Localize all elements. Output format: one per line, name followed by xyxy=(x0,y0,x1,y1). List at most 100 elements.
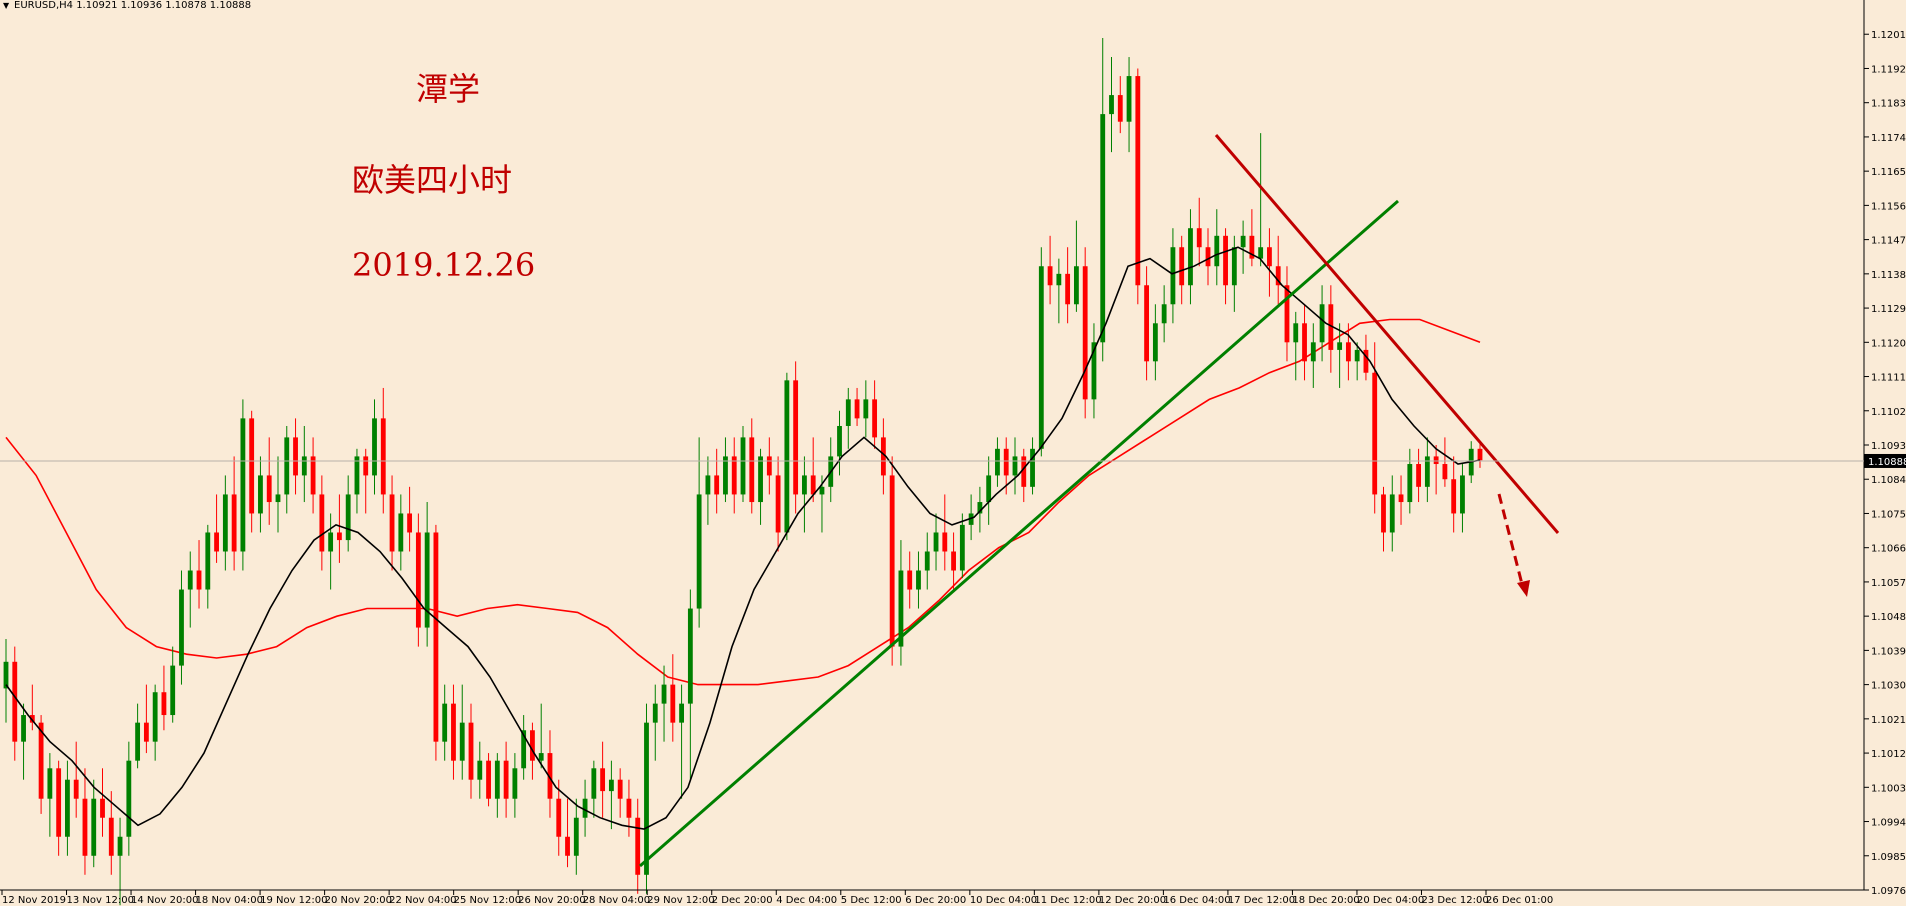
candle xyxy=(126,741,132,856)
candle xyxy=(845,387,851,449)
candle-body xyxy=(696,494,702,609)
candle-body xyxy=(1477,448,1483,461)
candle xyxy=(1152,304,1158,381)
candle xyxy=(1188,209,1193,305)
candle-body xyxy=(1091,342,1097,400)
candle xyxy=(723,437,728,503)
candle-body xyxy=(1267,247,1272,267)
candle xyxy=(240,399,246,571)
candle-body xyxy=(1047,266,1053,286)
candle-body xyxy=(47,768,53,799)
candle xyxy=(591,760,597,818)
candle-body xyxy=(1416,464,1421,487)
candle xyxy=(433,524,439,761)
candle-body xyxy=(196,570,202,590)
trendline-down[interactable] xyxy=(1214,134,1560,534)
candle-body xyxy=(249,418,255,514)
time-tick-label: 16 Dec 04:00 xyxy=(1163,895,1230,906)
candle-body xyxy=(1161,304,1167,324)
candle-body xyxy=(705,475,711,495)
candle xyxy=(766,437,772,495)
candle-body xyxy=(687,608,693,704)
candle xyxy=(793,361,799,514)
candle-body xyxy=(924,551,930,571)
candle xyxy=(503,741,509,818)
candle-body xyxy=(1135,76,1141,286)
candle-body xyxy=(679,703,684,723)
candle-body xyxy=(512,768,518,799)
candle-body xyxy=(1363,349,1369,373)
candle xyxy=(1381,486,1386,552)
candle-body xyxy=(12,661,18,742)
candle xyxy=(1012,437,1018,495)
candle xyxy=(380,387,386,514)
candle xyxy=(951,532,956,590)
price-tick-label: 1.11200 xyxy=(1871,338,1906,349)
candle-body xyxy=(608,779,614,792)
symbol-ohlc-label: EURUSD,H4 1.10921 1.10936 1.10878 1.1088… xyxy=(14,0,252,11)
candle-body xyxy=(995,448,1000,476)
price-tick-label: 1.10210 xyxy=(1871,715,1906,726)
candle-body xyxy=(29,715,35,723)
candle-body xyxy=(661,684,667,704)
candle xyxy=(3,638,9,723)
candle xyxy=(1038,247,1044,457)
candle-body xyxy=(222,494,228,552)
candle-body xyxy=(179,589,184,666)
candle-body xyxy=(942,532,948,552)
candle-body xyxy=(617,779,623,799)
candle xyxy=(398,494,404,571)
candle-body xyxy=(600,768,606,792)
price-tick-label: 1.11380 xyxy=(1871,270,1906,281)
candle-body xyxy=(1003,448,1009,476)
candle xyxy=(758,448,763,525)
trendline-up[interactable] xyxy=(639,199,1399,868)
candle xyxy=(933,513,939,571)
candle xyxy=(170,646,176,723)
candle-body xyxy=(372,418,377,476)
candle xyxy=(1389,475,1395,552)
candle-body xyxy=(389,494,395,552)
candle xyxy=(644,703,649,894)
candle-body xyxy=(108,817,114,856)
candle-body xyxy=(1345,342,1351,362)
candle-body xyxy=(951,551,956,571)
candle xyxy=(258,456,263,533)
candle xyxy=(266,437,272,525)
time-tick-label: 25 Nov 12:00 xyxy=(454,895,521,906)
candle-body xyxy=(1284,285,1290,343)
candle-body xyxy=(284,437,290,495)
candle xyxy=(775,456,781,552)
candle-body xyxy=(1188,228,1193,286)
candle xyxy=(459,684,465,780)
candle-body xyxy=(591,768,597,799)
candle xyxy=(924,532,930,590)
candle xyxy=(415,513,421,647)
candle-body xyxy=(793,380,799,495)
candle-body xyxy=(652,703,658,723)
candle-body xyxy=(1381,494,1386,533)
triangle-down-icon[interactable]: ▼ xyxy=(3,1,10,10)
candle xyxy=(108,791,114,875)
candle-body xyxy=(310,456,316,495)
time-tick-label: 13 Nov 12:00 xyxy=(67,895,134,906)
candle xyxy=(293,418,298,495)
time-tick-label: 19 Nov 12:00 xyxy=(260,895,327,906)
candle xyxy=(486,753,491,807)
candle-body xyxy=(486,760,491,799)
candle xyxy=(661,665,667,742)
candle-body xyxy=(1109,95,1114,115)
time-tick-label: 23 Dec 12:00 xyxy=(1421,895,1488,906)
candle-body xyxy=(301,456,307,476)
candle-body xyxy=(1240,235,1246,248)
candle xyxy=(1170,228,1176,324)
candle xyxy=(1082,247,1088,419)
candle-body xyxy=(494,760,500,799)
price-tick-label: 1.10300 xyxy=(1871,681,1906,692)
price-tick-label: 1.11650 xyxy=(1871,167,1906,178)
candle-body xyxy=(135,722,141,761)
candle xyxy=(424,502,430,647)
candle xyxy=(714,448,720,514)
